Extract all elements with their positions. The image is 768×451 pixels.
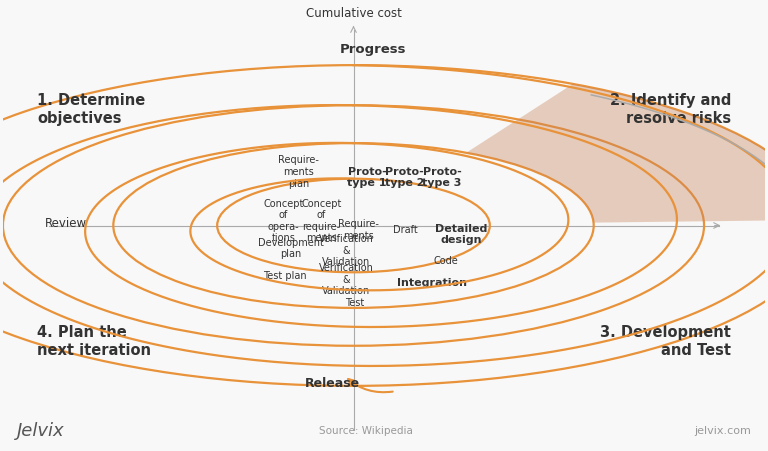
Text: jelvix.com: jelvix.com <box>694 426 752 436</box>
Text: Cumulative cost: Cumulative cost <box>306 7 402 20</box>
Text: Release: Release <box>305 377 359 390</box>
Text: Proto-
type 3: Proto- type 3 <box>422 166 462 188</box>
Text: Draft: Draft <box>393 225 418 235</box>
Text: 2. Identify and
resolve risks: 2. Identify and resolve risks <box>610 93 731 126</box>
Text: Review: Review <box>45 217 87 230</box>
Text: Detailed
design: Detailed design <box>435 224 487 245</box>
Text: Require-
ments: Require- ments <box>339 219 379 241</box>
Text: Jelvix: Jelvix <box>16 422 64 440</box>
Text: Progress: Progress <box>339 43 406 56</box>
Text: Verification
&
Validation: Verification & Validation <box>319 263 373 296</box>
Text: Test: Test <box>346 298 365 308</box>
Text: Proto-
type 2: Proto- type 2 <box>385 166 425 188</box>
Text: Test plan: Test plan <box>263 272 306 281</box>
Text: Verification
&
Validation: Verification & Validation <box>319 234 373 267</box>
Text: Source: Wikipedia: Source: Wikipedia <box>319 426 413 436</box>
Text: 1. Determine
objectives: 1. Determine objectives <box>37 93 145 126</box>
Text: Integration: Integration <box>397 277 467 288</box>
Text: 3. Development
and Test: 3. Development and Test <box>600 325 731 358</box>
Text: Concept
of
require-
ments: Concept of require- ments <box>301 198 342 244</box>
Text: 4. Plan the
next iteration: 4. Plan the next iteration <box>37 325 151 358</box>
Polygon shape <box>466 84 768 223</box>
Text: Proto-
type 1: Proto- type 1 <box>347 166 387 188</box>
Text: Code: Code <box>433 256 458 266</box>
Text: Development
plan: Development plan <box>258 238 324 259</box>
Text: Require-
ments
plan: Require- ments plan <box>278 156 319 189</box>
Text: Concept
of
opera-
tions: Concept of opera- tions <box>263 198 303 244</box>
